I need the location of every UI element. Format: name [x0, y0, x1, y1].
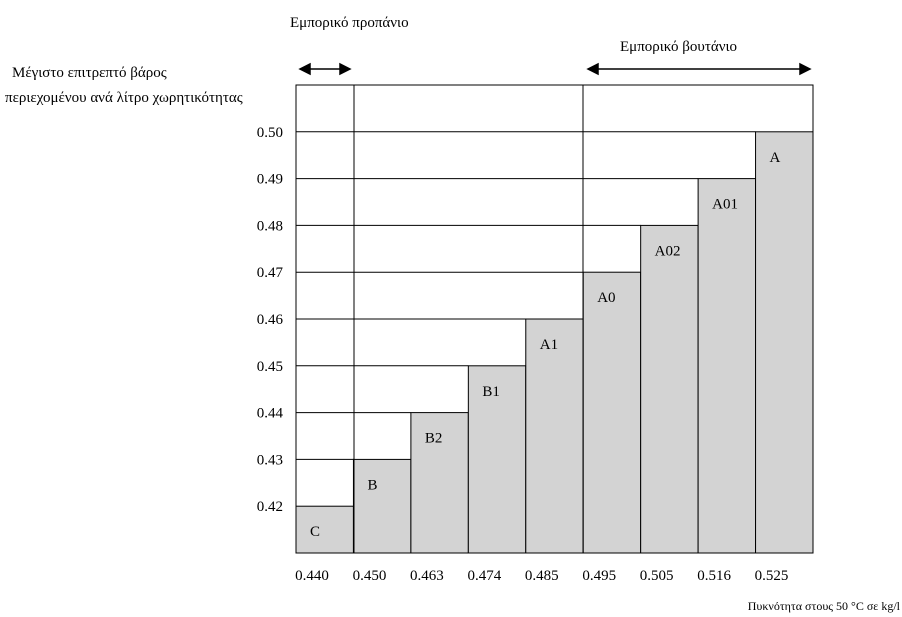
x-axis-title: Πυκνότητα στους 50 °C σε kg/l	[748, 599, 901, 613]
y-tick-label: 0.50	[257, 125, 283, 141]
bar-C	[296, 506, 353, 553]
y-tick-label: 0.44	[257, 406, 284, 422]
y-tick-label: 0.48	[257, 218, 283, 234]
x-tick-label: 0.474	[467, 568, 501, 584]
bar-A01	[698, 179, 755, 553]
bar-label: A	[770, 150, 781, 166]
bar-A02	[641, 225, 698, 553]
bar-B	[353, 459, 410, 553]
y-tick-label: 0.43	[257, 452, 283, 468]
butane-range-arrow	[588, 64, 810, 74]
bar-A	[756, 132, 813, 553]
propane-range-arrow	[300, 64, 350, 74]
y-tick-label: 0.49	[257, 172, 283, 188]
bar-label: B1	[482, 384, 500, 400]
y-axis-title-line-2: περιεχομένου ανά λίτρο χωρητικότητας	[5, 90, 243, 106]
butane-range-label: Εμπορικό βουτάνιο	[620, 39, 737, 55]
bar-A0	[583, 272, 640, 553]
bar-label: A01	[712, 197, 738, 213]
x-tick-label: 0.485	[525, 568, 559, 584]
x-tick-label: 0.505	[640, 568, 674, 584]
y-tick-label: 0.45	[257, 359, 283, 375]
y-tick-label: 0.46	[257, 312, 284, 328]
x-tick-label: 0.450	[353, 568, 387, 584]
y-tick-label: 0.47	[257, 265, 284, 281]
x-tick-label: 0.495	[582, 568, 616, 584]
bar-label: B2	[425, 431, 443, 447]
bar-A1	[526, 319, 583, 553]
x-tick-label: 0.463	[410, 568, 444, 584]
y-axis-title-line-1: Μέγιστο επιτρεπτό βάρος	[12, 65, 167, 81]
bar-label: A1	[540, 337, 558, 353]
bar-label: A02	[655, 243, 681, 259]
bar-label: B	[367, 477, 377, 493]
y-tick-label: 0.42	[257, 499, 283, 515]
x-tick-label: 0.440	[295, 568, 329, 584]
x-tick-label: 0.525	[755, 568, 789, 584]
x-tick-label: 0.516	[697, 568, 731, 584]
propane-range-label: Εμπορικό προπάνιο	[290, 15, 409, 31]
bar-label: A0	[597, 290, 615, 306]
bar-label: C	[310, 524, 320, 540]
